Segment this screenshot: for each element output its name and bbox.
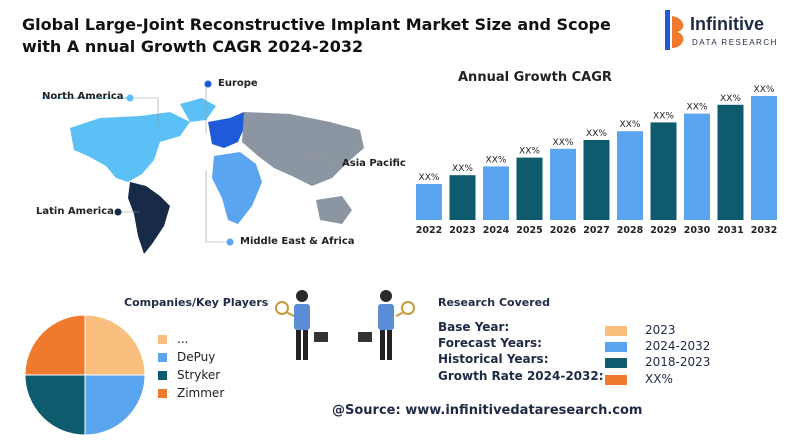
bar-2029 bbox=[650, 122, 677, 220]
data-label-2031: XX% bbox=[720, 94, 741, 104]
page-title: Global Large-Joint Reconstructive Implan… bbox=[22, 15, 611, 56]
logo-subtitle: DATA RESEARCH bbox=[692, 38, 778, 47]
data-label-2023: XX% bbox=[452, 164, 473, 174]
research-swatch-historical-years bbox=[605, 358, 627, 368]
research-label-forecast-years: Forecast Years: bbox=[438, 336, 542, 350]
analyst-figure-right bbox=[358, 290, 415, 360]
legend-swatch bbox=[158, 388, 167, 398]
x-tick-2029: 2029 bbox=[650, 225, 676, 236]
data-label-2032: XX% bbox=[754, 85, 775, 95]
logo-name: Infinitive bbox=[690, 14, 765, 34]
map-latin-america bbox=[128, 182, 170, 254]
pie-slice-0 bbox=[84, 314, 146, 376]
data-label-2024: XX% bbox=[486, 155, 507, 165]
research-label-historical-years: Historical Years: bbox=[438, 352, 549, 366]
pie-slice-2 bbox=[24, 374, 86, 436]
research-value-historical-years: 2018-2023 bbox=[645, 355, 711, 369]
region-label-north-america: North America bbox=[42, 91, 124, 102]
x-tick-2022: 2022 bbox=[416, 225, 442, 236]
map-greenland bbox=[180, 98, 216, 122]
companies-legend: ... DePuy Stryker Zimmer bbox=[158, 330, 224, 402]
research-label-base-year: Base Year: bbox=[438, 320, 510, 334]
bar-2023 bbox=[449, 175, 476, 220]
company-logo: Infinitive DATA RESEARCH bbox=[663, 8, 793, 56]
world-map bbox=[42, 80, 364, 254]
map-europe bbox=[208, 112, 244, 148]
legend-item: DePuy bbox=[158, 348, 224, 366]
dot-north-america bbox=[126, 94, 134, 102]
legend-label: ... bbox=[177, 332, 189, 346]
data-label-2028: XX% bbox=[620, 120, 641, 130]
legend-swatch bbox=[158, 334, 167, 344]
x-tick-2028: 2028 bbox=[617, 225, 644, 236]
x-tick-2024: 2024 bbox=[483, 225, 510, 236]
map-asia-pacific bbox=[242, 112, 364, 186]
research-swatch-base-year bbox=[605, 326, 627, 336]
legend-item: ... bbox=[158, 330, 224, 348]
legend-swatch bbox=[158, 352, 167, 362]
legend-label: DePuy bbox=[177, 350, 216, 364]
cagr-bar-chart: XX% 2022 XX% 2023 XX% 2024 XX% 2025 XX% 2026 XX% 20… bbox=[416, 85, 777, 236]
research-title: Research Covered bbox=[438, 296, 550, 309]
region-label-europe: Europe bbox=[218, 78, 258, 89]
research-value-growth-rate: XX% bbox=[645, 372, 673, 386]
x-tick-2023: 2023 bbox=[449, 225, 475, 236]
analyst-figure-left bbox=[275, 290, 328, 360]
x-tick-2026: 2026 bbox=[550, 225, 577, 236]
pie-slice-3 bbox=[24, 314, 86, 376]
region-label-asia-pacific: Asia Pacific bbox=[342, 158, 406, 169]
data-label-2029: XX% bbox=[653, 111, 674, 121]
legend-label: Stryker bbox=[177, 368, 221, 382]
data-label-2022: XX% bbox=[419, 173, 440, 183]
research-swatch-forecast-years bbox=[605, 342, 627, 352]
x-tick-2027: 2027 bbox=[583, 225, 609, 236]
legend-label: Zimmer bbox=[177, 386, 225, 400]
research-label-growth-rate: Growth Rate 2024-2032: bbox=[438, 369, 604, 383]
data-label-2030: XX% bbox=[687, 103, 708, 113]
data-label-2026: XX% bbox=[553, 138, 574, 148]
dot-asia-pacific bbox=[332, 160, 340, 168]
bar-2032 bbox=[751, 96, 777, 220]
region-label-mea: Middle East & Africa bbox=[240, 236, 355, 247]
legend-item: Zimmer bbox=[158, 384, 224, 402]
research-swatch-growth-rate bbox=[605, 375, 627, 385]
dot-latin-america bbox=[114, 208, 122, 216]
map-australia bbox=[316, 196, 352, 224]
x-tick-2030: 2030 bbox=[684, 225, 711, 236]
dot-europe bbox=[204, 80, 212, 88]
leader-mea bbox=[205, 170, 226, 243]
map-north-america bbox=[70, 112, 190, 182]
pie-slice-1 bbox=[84, 374, 146, 436]
bar-2025 bbox=[516, 157, 543, 220]
legend-item: Stryker bbox=[158, 366, 224, 384]
x-tick-2025: 2025 bbox=[516, 225, 542, 236]
legend-swatch bbox=[158, 370, 167, 380]
bar-2027 bbox=[583, 140, 610, 220]
chart-title: Annual Growth CAGR bbox=[458, 70, 612, 85]
region-label-latin-america: Latin America bbox=[36, 206, 114, 217]
data-label-2025: XX% bbox=[519, 147, 540, 157]
leader-north-america-2 bbox=[130, 97, 159, 126]
bar-2024 bbox=[483, 166, 509, 220]
research-value-forecast-years: 2024-2032 bbox=[645, 339, 711, 353]
map-africa bbox=[212, 152, 262, 224]
logo-mark-icon bbox=[665, 10, 684, 50]
dot-mea bbox=[226, 238, 234, 246]
source-link[interactable]: @Source: www.infinitivedataresearch.com bbox=[332, 403, 643, 418]
companies-pie-chart bbox=[24, 314, 146, 436]
x-tick-2031: 2031 bbox=[717, 225, 743, 236]
bar-2031 bbox=[717, 104, 744, 220]
companies-title: Companies/Key Players bbox=[124, 296, 269, 309]
leader-asia-pacific bbox=[299, 149, 337, 165]
data-label-2027: XX% bbox=[586, 129, 607, 139]
research-value-base-year: 2023 bbox=[645, 323, 676, 337]
bar-2030 bbox=[684, 113, 710, 220]
bar-2026 bbox=[550, 148, 576, 220]
bar-2022 bbox=[416, 184, 442, 220]
x-tick-2032: 2032 bbox=[751, 225, 777, 236]
bar-2028 bbox=[617, 131, 643, 220]
